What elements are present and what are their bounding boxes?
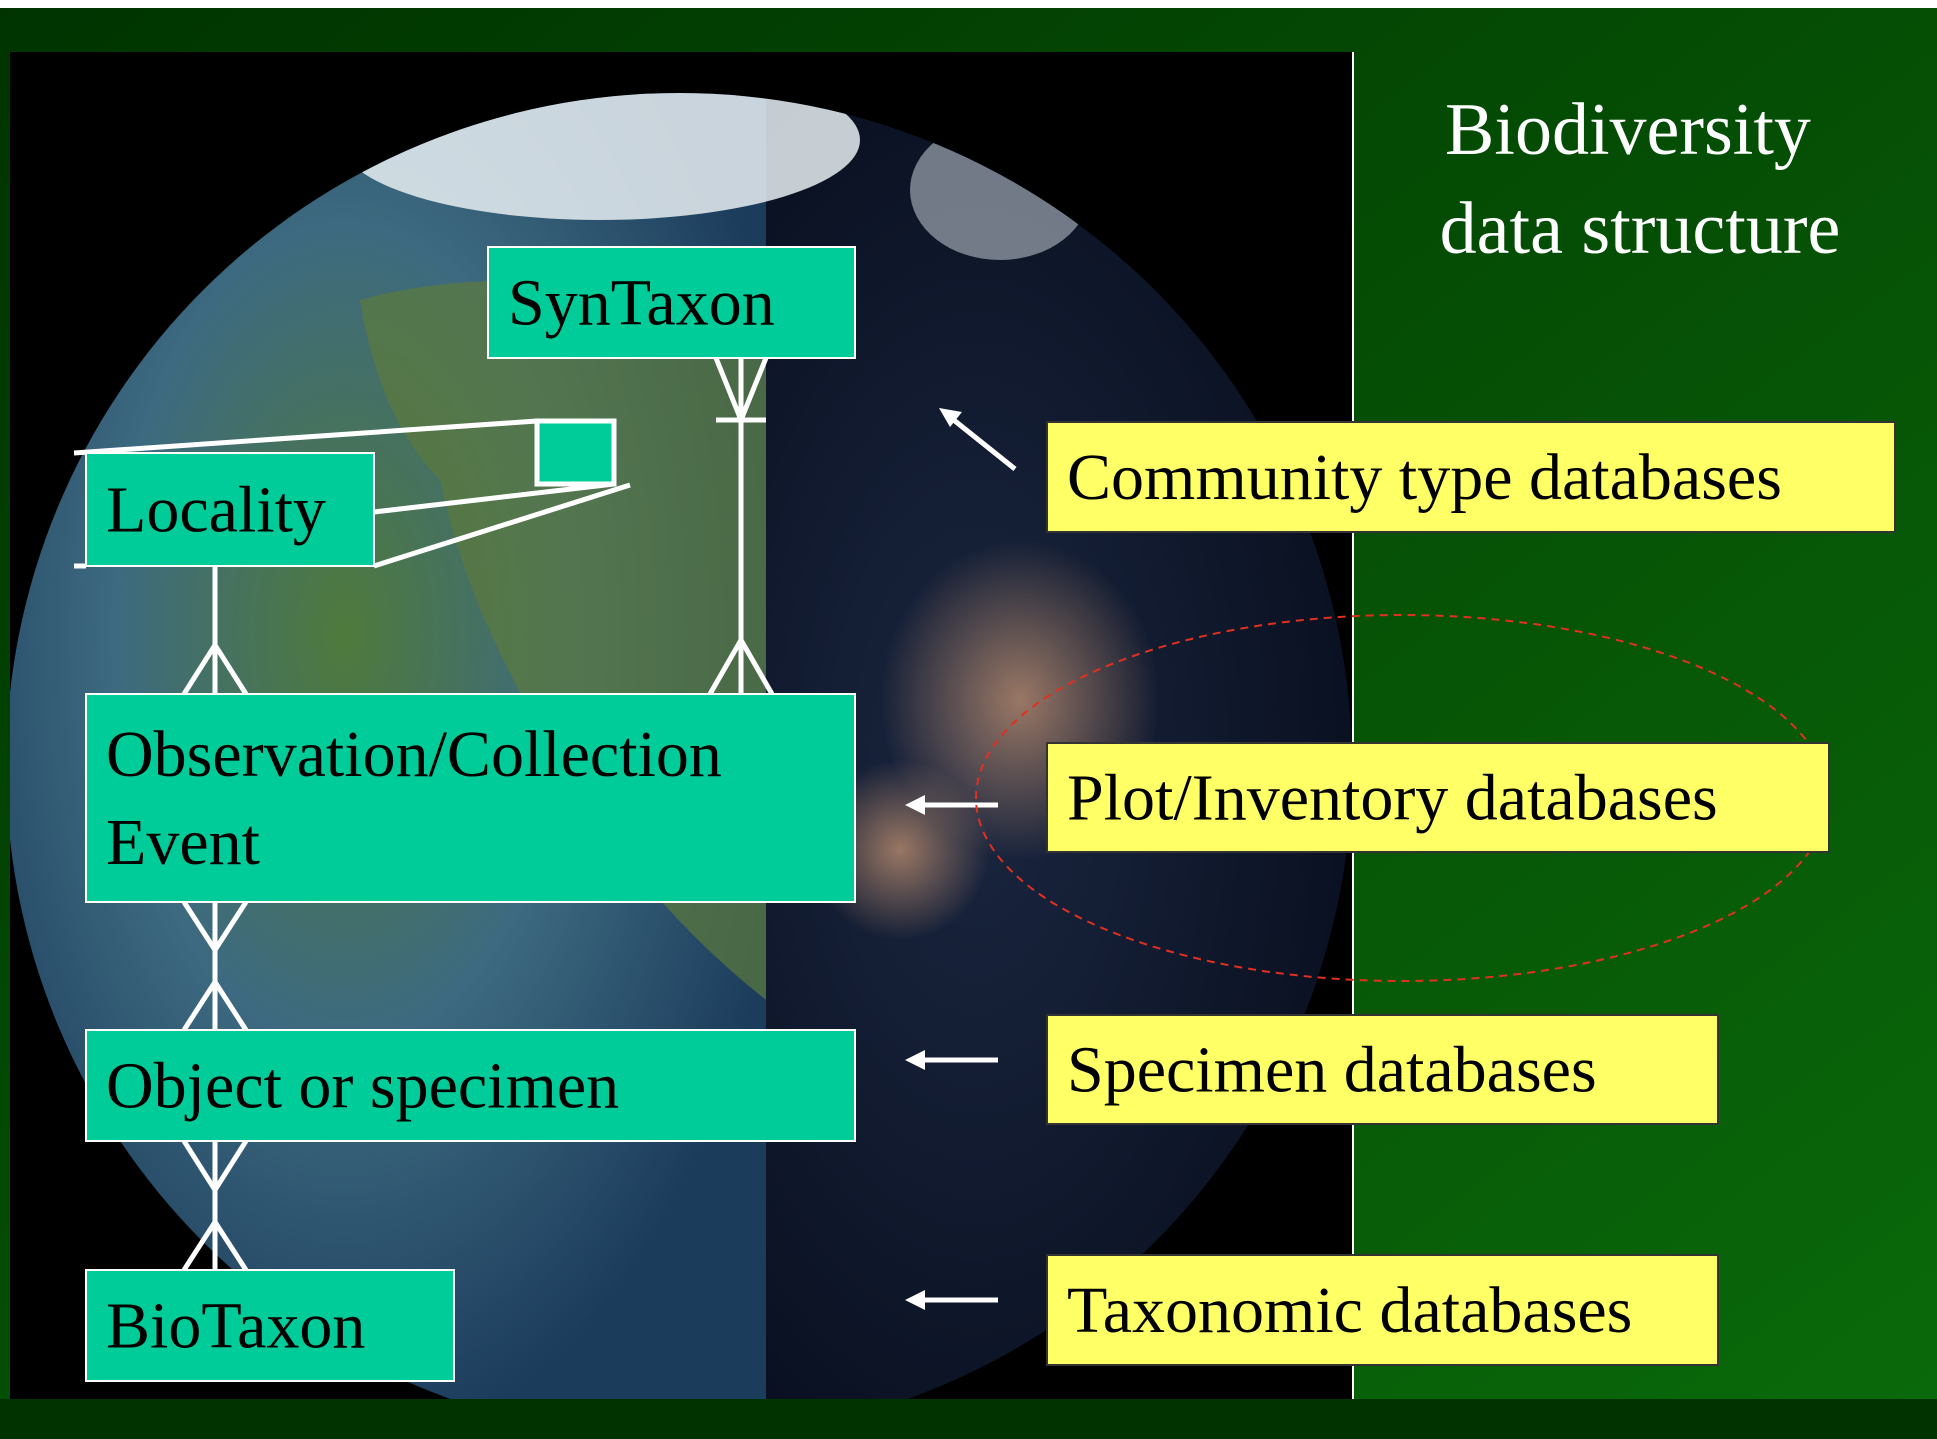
title-line: data structure (1440, 188, 1841, 270)
entity-label: Locality (106, 474, 326, 547)
entity: SynTaxon (488, 247, 855, 358)
database: Plot/Inventory databases (1047, 743, 1829, 852)
title-line: Biodiversity (1445, 89, 1811, 171)
database-label: Specimen databases (1067, 1034, 1597, 1107)
database: Community type databases (1047, 422, 1895, 532)
database-label: Taxonomic databases (1067, 1274, 1632, 1347)
entity: Observation/Collection Event (86, 694, 855, 902)
entity: Object or specimen (86, 1030, 855, 1141)
entity-label: Observation/Collection (106, 718, 722, 791)
entity: Locality (86, 453, 374, 566)
database-label: Plot/Inventory databases (1067, 762, 1718, 835)
entity-label: BioTaxon (106, 1290, 365, 1363)
entity-label: SynTaxon (508, 267, 775, 340)
database: Taxonomic databases (1047, 1255, 1718, 1365)
entity: BioTaxon (86, 1270, 454, 1381)
database-label: Community type databases (1067, 441, 1782, 514)
bottom-band (0, 1399, 1937, 1439)
entity-label: Event (106, 806, 260, 879)
slide: Biodiversity data structure SynTaxon Local… (0, 0, 1937, 1439)
top-border (0, 0, 1937, 8)
database: Specimen databases (1047, 1015, 1718, 1124)
entity-label: Object or specimen (106, 1050, 619, 1123)
